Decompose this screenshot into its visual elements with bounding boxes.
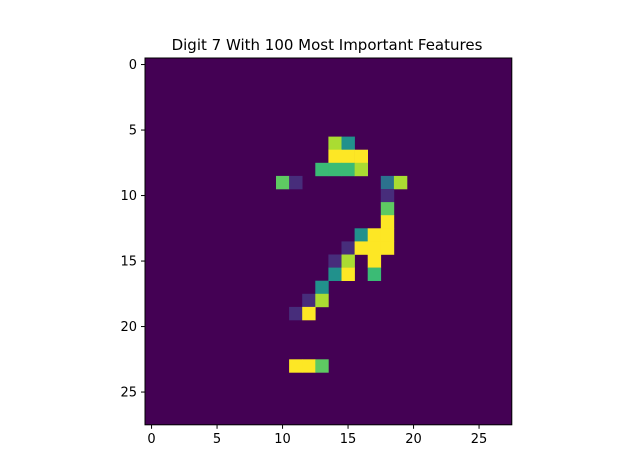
heatmap-cell <box>315 280 329 295</box>
y-tick-label: 10 <box>120 189 137 204</box>
heatmap-cell <box>380 228 395 242</box>
heatmap-cell <box>289 175 303 190</box>
x-tick-label: 25 <box>471 432 488 447</box>
heatmap-cell <box>354 149 368 164</box>
heatmap-cell <box>341 162 355 177</box>
plot-area <box>144 57 513 426</box>
heatmap-cell <box>289 359 303 373</box>
heatmap-cell <box>367 254 382 268</box>
heatmap-cell <box>367 241 382 255</box>
heatmap-cell <box>302 293 316 308</box>
heatmap-cell <box>315 293 329 308</box>
plot-frame <box>144 57 513 426</box>
y-axis: 0 5 10 15 20 25 <box>120 58 145 401</box>
heatmap-cell <box>354 162 368 177</box>
y-tick-label: 5 <box>129 124 137 139</box>
heatmap-cell <box>328 149 342 164</box>
heatmap-cell <box>302 359 316 373</box>
y-tick-label: 20 <box>120 320 137 335</box>
x-tick-label: 15 <box>340 432 357 447</box>
heatmap-cell <box>341 241 355 255</box>
y-tick-label: 0 <box>129 58 137 73</box>
heatmap-cell <box>341 267 355 281</box>
heatmap-cell <box>315 359 329 373</box>
heatmap-cell <box>367 267 382 281</box>
heatmap-cell <box>393 175 408 190</box>
x-tick-label: 5 <box>213 432 221 447</box>
heatmap-cell <box>328 136 342 150</box>
heatmap-cell <box>380 241 395 255</box>
heatmap-cell <box>341 136 355 150</box>
heatmap-cell <box>354 228 368 242</box>
chart-title: Digit 7 With 100 Most Important Features <box>172 36 483 54</box>
x-tick-label: 10 <box>274 432 291 447</box>
heatmap-cell <box>341 254 355 268</box>
heatmap-cell <box>302 306 316 321</box>
x-axis: 0 5 10 15 20 25 <box>147 424 488 447</box>
heatmap-cell <box>380 189 395 203</box>
x-tick-label: 0 <box>147 432 155 447</box>
heatmap-cell <box>328 254 342 268</box>
y-tick-label: 15 <box>120 255 137 270</box>
heatmap-cell <box>276 175 290 190</box>
heatmap-cell <box>380 202 395 216</box>
heatmap-cell <box>380 175 395 190</box>
heatmap-cell <box>380 215 395 229</box>
heatmap-cell <box>328 267 342 281</box>
x-tick-label: 20 <box>405 432 422 447</box>
heatmap-cell <box>315 162 329 177</box>
heatmap-cell <box>341 149 355 164</box>
y-tick-label: 25 <box>120 386 137 401</box>
heatmap-cell <box>289 306 303 321</box>
heatmap-cell <box>367 228 382 242</box>
heatmap-cell <box>354 241 368 255</box>
heatmap-cell <box>328 162 342 177</box>
